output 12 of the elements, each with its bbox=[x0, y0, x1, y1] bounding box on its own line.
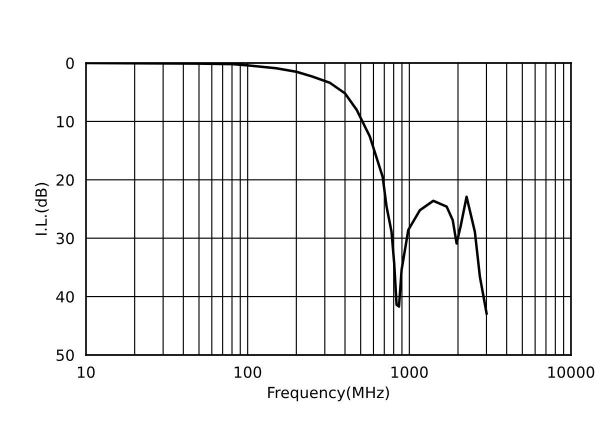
x-axis-title: Frequency(MHz) bbox=[268, 386, 389, 402]
x-tick-label: 10 bbox=[78, 366, 95, 378]
x-tick-label: 100 bbox=[234, 366, 262, 378]
y-axis-title: I.L.(dB) bbox=[35, 182, 49, 235]
x-tick-label: 10000 bbox=[548, 366, 594, 378]
y-tick-label: 50 bbox=[56, 349, 74, 362]
y-tick-label: 20 bbox=[56, 174, 74, 186]
x-tick-label: 1000 bbox=[392, 366, 428, 378]
y-tick-label: 0 bbox=[66, 57, 74, 70]
y-tick-label: 30 bbox=[56, 232, 74, 244]
y-tick-label: 10 bbox=[57, 116, 74, 128]
y-tick-label: 40 bbox=[56, 291, 74, 303]
